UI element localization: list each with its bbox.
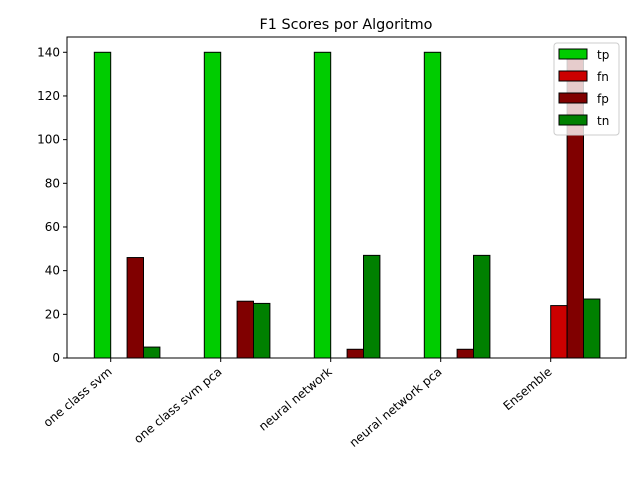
y-tick-label: 120 xyxy=(37,89,60,103)
legend-swatch-tn xyxy=(558,114,588,126)
legend-label-tp: tp xyxy=(597,48,609,62)
bar-tp-one-class-svm-pca xyxy=(203,51,222,359)
bar-fp-one-class-svm xyxy=(126,257,144,359)
bar-tn-one-class-svm-pca xyxy=(253,302,271,359)
legend-box xyxy=(553,42,620,136)
legend: tp fn fp tn xyxy=(553,42,620,136)
legend-label-fp: fp xyxy=(597,92,609,106)
bar-tn-one-class-svm xyxy=(143,346,161,359)
y-tick-label: 0 xyxy=(52,351,60,365)
legend-label-fn: fn xyxy=(597,70,609,84)
bar-tp-one-class-svm xyxy=(93,51,112,359)
bar-fp-neural-network xyxy=(346,348,365,359)
y-tick-label: 140 xyxy=(37,45,60,59)
bar-fn-ensemble xyxy=(550,305,568,359)
y-tick-label: 80 xyxy=(45,176,60,190)
bar-fp-one-class-svm-pca xyxy=(236,300,255,359)
y-tick-label: 20 xyxy=(45,307,60,321)
y-tick-label: 100 xyxy=(37,133,60,147)
legend-swatch-fp xyxy=(558,92,588,104)
bar-tn-neural-network-pca xyxy=(473,254,491,359)
bar-fp-neural-network-pca xyxy=(456,348,475,359)
y-tick-label: 60 xyxy=(45,220,60,234)
plot-frame xyxy=(66,36,627,359)
chart-title: F1 Scores por Algoritmo xyxy=(260,17,433,33)
bar-tn-neural-network xyxy=(363,254,381,359)
y-tick-label: 40 xyxy=(45,264,60,278)
legend-label-tn: tn xyxy=(597,114,609,128)
bar-tn-ensemble xyxy=(583,298,601,359)
bar-tp-neural-network xyxy=(313,51,332,359)
bar-tp-neural-network-pca xyxy=(423,51,442,359)
legend-swatch-tp xyxy=(558,48,588,60)
legend-swatch-fn xyxy=(558,70,588,82)
